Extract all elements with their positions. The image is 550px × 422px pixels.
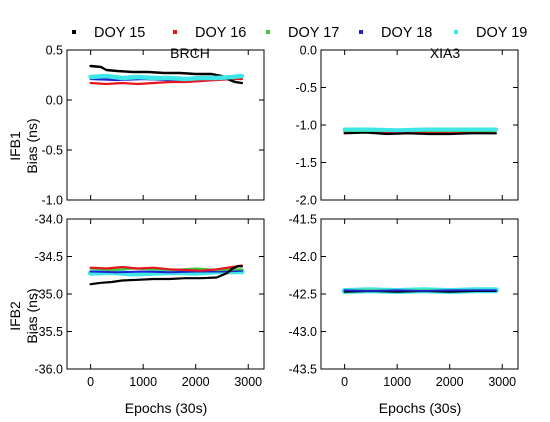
- plot-frame: [320, 49, 519, 201]
- y-tick-label: -1.0: [41, 194, 63, 208]
- legend-marker-5: [454, 30, 458, 34]
- plot-frame: [320, 218, 519, 370]
- x-tick-label: 1000: [383, 375, 411, 389]
- x-tick-label: 2000: [436, 375, 464, 389]
- y-tick-label: -35.5: [35, 325, 64, 339]
- x-tick-label: 1000: [129, 375, 157, 389]
- y-tick-label: -34.5: [35, 250, 64, 264]
- series-line-5: [342, 127, 498, 133]
- series-line-2: [89, 269, 243, 274]
- legend-label-3: DOY 17: [288, 25, 339, 41]
- y-tick-label: -41.5: [289, 213, 318, 227]
- row-label-ifb2-line2: Bias (ns): [24, 288, 40, 343]
- y-tick-label: 0.0: [300, 44, 317, 58]
- legend-marker-1: [72, 30, 76, 34]
- y-tick-label: -1.0: [295, 119, 317, 133]
- row-label-ifb1-line2: Bias (ns): [24, 118, 40, 173]
- y-tick-label: -35.0: [35, 288, 64, 302]
- series-line-2: [343, 131, 497, 136]
- legend-marker-3: [266, 30, 270, 34]
- legend-label-1: DOY 15: [94, 25, 145, 41]
- legend-marker-2: [173, 30, 177, 34]
- column-title-xia3: XIA3: [430, 45, 461, 61]
- x-tick-label: 3000: [234, 375, 262, 389]
- x-tick-label: 0: [87, 375, 94, 389]
- series-line-5: [343, 289, 497, 292]
- y-tick-label: -42.0: [289, 250, 318, 264]
- x-axis-label-left: Epochs (30s): [125, 400, 207, 416]
- y-tick-label: 0.0: [46, 94, 63, 108]
- panel-brch-ifb2: -36.0 -35.5 -35.0 -34.5 -34.0 0 1000 2000 3000: [35, 213, 265, 389]
- series-line-5: [88, 73, 245, 82]
- row-label-ifb1-line1: IFB1: [7, 131, 23, 161]
- y-tick-label: -43.5: [289, 363, 318, 377]
- panel-brch-ifb1: -1.0 -0.5 0.0 0.5: [41, 44, 265, 208]
- y-tick-label: -0.5: [41, 144, 63, 158]
- y-tick-label: -0.5: [295, 81, 317, 95]
- y-tick-label: -1.5: [295, 156, 317, 170]
- series-line-5: [89, 265, 243, 286]
- y-tick-label: 0.5: [46, 44, 63, 58]
- y-tick-label: -42.5: [289, 288, 318, 302]
- series-line-4: [89, 264, 243, 272]
- legend-label-4: DOY 18: [381, 25, 432, 41]
- y-tick-label: -34.0: [35, 213, 64, 227]
- column-title-brch: BRCH: [170, 45, 210, 61]
- x-tick-label: 2000: [182, 375, 210, 389]
- x-axis-label-right: Epochs (30s): [379, 400, 461, 416]
- legend: DOY 15 DOY 16 DOY 17 DOY 18 DOY 19: [72, 25, 527, 41]
- legend-label-5: DOY 19: [476, 25, 527, 41]
- y-tick-label: -43.0: [289, 325, 318, 339]
- row-label-ifb2-line1: IFB2: [7, 301, 23, 331]
- legend-marker-4: [359, 30, 363, 34]
- plot-frame: [66, 218, 265, 370]
- legend-label-2: DOY 16: [195, 25, 246, 41]
- panel-xia3-ifb2: -43.5 -43.0 -42.5 -42.0 -41.5 0 1000 2000 3000: [289, 213, 519, 389]
- panel-xia3-ifb1: -2.0 -1.5 -1.0 -0.5 0.0: [295, 44, 519, 208]
- y-tick-label: -36.0: [35, 363, 64, 377]
- x-tick-label: 3000: [488, 375, 516, 389]
- y-tick-label: -2.0: [295, 194, 317, 208]
- plot-frame: [66, 49, 265, 201]
- x-tick-label: 0: [341, 375, 348, 389]
